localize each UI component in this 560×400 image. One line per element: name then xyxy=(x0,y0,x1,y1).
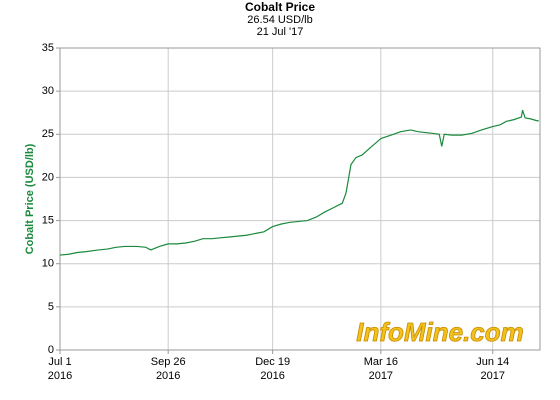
x-tick-label: 2017 xyxy=(481,370,505,382)
y-tick-label: 5 xyxy=(48,301,54,313)
y-tick-label: 0 xyxy=(48,344,54,356)
y-tick-label: 20 xyxy=(42,171,54,183)
x-tick-label: 2016 xyxy=(260,370,284,382)
x-tick-label: Jul 1 xyxy=(48,356,71,368)
chart-subtitle: 26.54 USD/lb xyxy=(247,14,312,26)
y-tick-label: 10 xyxy=(42,258,54,270)
chart-title: Cobalt Price xyxy=(245,0,315,14)
watermark: InfoMine.com xyxy=(356,317,524,347)
plot-frame xyxy=(59,47,541,351)
y-tick-label: 15 xyxy=(42,214,54,226)
y-tick-label: 30 xyxy=(42,85,54,97)
x-tick-label: Dec 19 xyxy=(255,356,290,368)
chart-date: 21 Jul '17 xyxy=(257,26,304,38)
x-tick-label: 2016 xyxy=(48,370,72,382)
x-tick-label: 2017 xyxy=(369,370,393,382)
y-tick-label: 25 xyxy=(42,128,54,140)
y-axis-label: Cobalt Price (USD/lb) xyxy=(24,143,36,254)
x-tick-label: Mar 16 xyxy=(364,356,398,368)
x-tick-label: 2016 xyxy=(156,370,180,382)
x-tick-label: Jun 14 xyxy=(476,356,509,368)
price-line xyxy=(59,109,539,256)
y-tick-label: 35 xyxy=(42,42,54,54)
x-tick-label: Sep 26 xyxy=(151,356,186,368)
